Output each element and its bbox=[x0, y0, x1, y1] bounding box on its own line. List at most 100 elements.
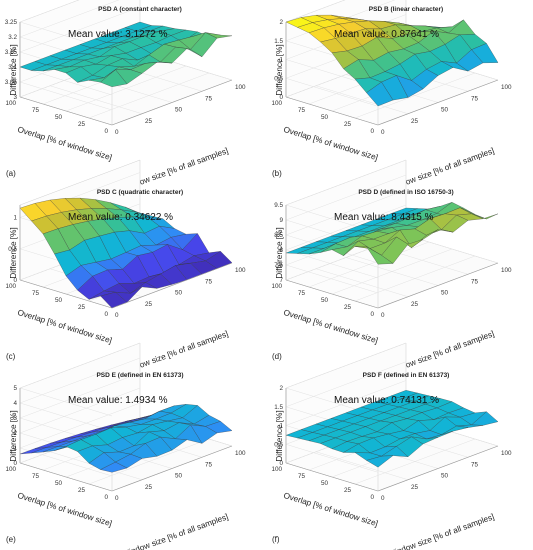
x-tick-label: 50 bbox=[175, 473, 183, 480]
x-axis-label: Window size [% of all samples] bbox=[121, 512, 230, 550]
z-tick-label: 4 bbox=[13, 400, 17, 407]
surface-chart: 0255075100025507510033.053.13.153.23.25W… bbox=[5, 0, 246, 193]
x-tick-label: 50 bbox=[175, 290, 183, 297]
x-tick-label: 75 bbox=[471, 461, 479, 468]
surface-panel: 0 25 50 75 100 0 25 50 75 100 3 3.05 3.1 3.15 3.2 3.25 W… bbox=[0, 0, 266, 193]
y-tick-label: 75 bbox=[298, 473, 306, 480]
x-tick-label: 100 bbox=[501, 450, 512, 457]
z-tick-label: 8 bbox=[279, 247, 283, 254]
y-tick-label: 25 bbox=[344, 304, 352, 311]
x-axis-line bbox=[111, 262, 233, 309]
x-tick-label: 50 bbox=[441, 290, 449, 297]
x-tick-label: 25 bbox=[145, 118, 153, 125]
x-tick-label: 0 bbox=[115, 129, 119, 136]
y-tick-label: 75 bbox=[32, 473, 40, 480]
y-axis-line bbox=[285, 96, 379, 126]
surface-mesh bbox=[19, 404, 233, 473]
z-axis-label: Difference [%] bbox=[9, 227, 18, 278]
x-tick-label: 0 bbox=[381, 312, 385, 319]
z-tick-label: 9 bbox=[279, 217, 283, 224]
y-gridline bbox=[308, 241, 430, 288]
y-axis-label: Overlap [% of window size] bbox=[16, 491, 113, 528]
x-tick-label: 75 bbox=[205, 95, 213, 102]
panel-label: (e) bbox=[6, 535, 16, 544]
x-axis-line bbox=[377, 79, 499, 126]
y-tick-label: 75 bbox=[298, 290, 306, 297]
mean-value-text: Mean value: 0.74131 % bbox=[334, 395, 439, 406]
x-tick-label: 0 bbox=[115, 312, 119, 319]
surface-mesh bbox=[285, 390, 499, 468]
x-tick-label: 75 bbox=[205, 461, 213, 468]
z-axis-label: Difference [%] bbox=[9, 44, 18, 95]
x-tick-label: 75 bbox=[471, 95, 479, 102]
x-tick-label: 25 bbox=[411, 118, 419, 125]
y-tick-label: 100 bbox=[271, 283, 282, 290]
y-tick-label: 0 bbox=[104, 311, 108, 318]
y-tick-label: 100 bbox=[5, 466, 16, 473]
y-axis-line bbox=[285, 279, 379, 309]
y-tick-label: 0 bbox=[370, 128, 374, 135]
z-tick-label: 0.5 bbox=[274, 441, 283, 448]
z-tick-label: 1.5 bbox=[274, 38, 283, 45]
surface-panel: 0 25 50 75 100 0 25 50 75 100 0 0.5 1 1.5 2 Window size… bbox=[266, 342, 532, 550]
x-axis-label: Window size [% of all samples] bbox=[387, 512, 496, 550]
x-axis-line bbox=[111, 445, 233, 492]
z-tick-label: 2 bbox=[279, 385, 283, 392]
x-tick-label: 0 bbox=[115, 495, 119, 502]
z-tick-label: 3.1 bbox=[8, 64, 17, 71]
z-axis-label: Difference [%] bbox=[275, 44, 284, 95]
z-axis-label: Difference [%] bbox=[275, 227, 284, 278]
z-tick-label: 0 bbox=[279, 460, 283, 467]
mean-value-text: Mean value: 8.4315 % bbox=[334, 212, 434, 223]
y-axis-line bbox=[285, 462, 379, 492]
panel-title: PSD D (defined in ISO 16750-3) bbox=[358, 189, 453, 196]
z-tick-label: 2 bbox=[13, 430, 17, 437]
z-tick-label: 1.5 bbox=[274, 404, 283, 411]
surface-mesh bbox=[19, 21, 233, 87]
x-tick-label: 25 bbox=[411, 484, 419, 491]
y-tick-label: 50 bbox=[321, 480, 329, 487]
surface-face bbox=[366, 81, 394, 107]
y-tick-label: 100 bbox=[271, 100, 282, 107]
surface-face bbox=[366, 455, 394, 468]
z-tick-label: 7 bbox=[279, 277, 283, 284]
z-tick-label: 0 bbox=[13, 277, 17, 284]
y-gridline bbox=[65, 65, 187, 112]
y-tick-label: 100 bbox=[5, 283, 16, 290]
z-tick-label: 1 bbox=[279, 423, 283, 430]
panel-label: (a) bbox=[6, 169, 16, 178]
x-tick-label: 25 bbox=[145, 484, 153, 491]
surface-panel: 0 25 50 75 100 0 25 50 75 100 7 7.5 8 8.5 9 9.5 Window s… bbox=[266, 159, 532, 376]
z-tick-label: 3.05 bbox=[5, 79, 18, 86]
y-tick-label: 50 bbox=[55, 114, 63, 121]
panel-title: PSD F (defined in EN 61373) bbox=[363, 372, 450, 379]
z-axis-label: Difference [%] bbox=[275, 410, 284, 461]
panel-label: (d) bbox=[272, 352, 282, 361]
y-tick-label: 50 bbox=[321, 297, 329, 304]
x-axis-line bbox=[377, 445, 499, 492]
y-axis-label: Overlap [% of window size] bbox=[282, 125, 379, 162]
surface-mesh bbox=[19, 197, 233, 309]
z-tick-label: 1 bbox=[279, 57, 283, 64]
z-tick-label: 8.5 bbox=[274, 232, 283, 239]
y-axis-label: Overlap [% of window size] bbox=[16, 125, 113, 162]
panel-title: PSD B (linear character) bbox=[369, 6, 443, 13]
surface-face bbox=[100, 69, 128, 87]
x-tick-label: 50 bbox=[441, 473, 449, 480]
x-tick-label: 50 bbox=[441, 107, 449, 114]
z-tick-label: 1 bbox=[13, 445, 17, 452]
surface-mesh bbox=[285, 14, 499, 107]
x-tick-label: 100 bbox=[235, 267, 246, 274]
y-tick-label: 0 bbox=[104, 494, 108, 501]
z-tick-label: 3 bbox=[13, 415, 17, 422]
y-tick-label: 75 bbox=[32, 107, 40, 114]
surface-mesh bbox=[285, 202, 499, 265]
x-tick-label: 75 bbox=[471, 278, 479, 285]
y-tick-label: 50 bbox=[55, 297, 63, 304]
mean-value-text: Mean value: 3.1272 % bbox=[68, 29, 168, 40]
z-tick-label: 3.2 bbox=[8, 34, 17, 41]
y-tick-label: 25 bbox=[78, 304, 86, 311]
